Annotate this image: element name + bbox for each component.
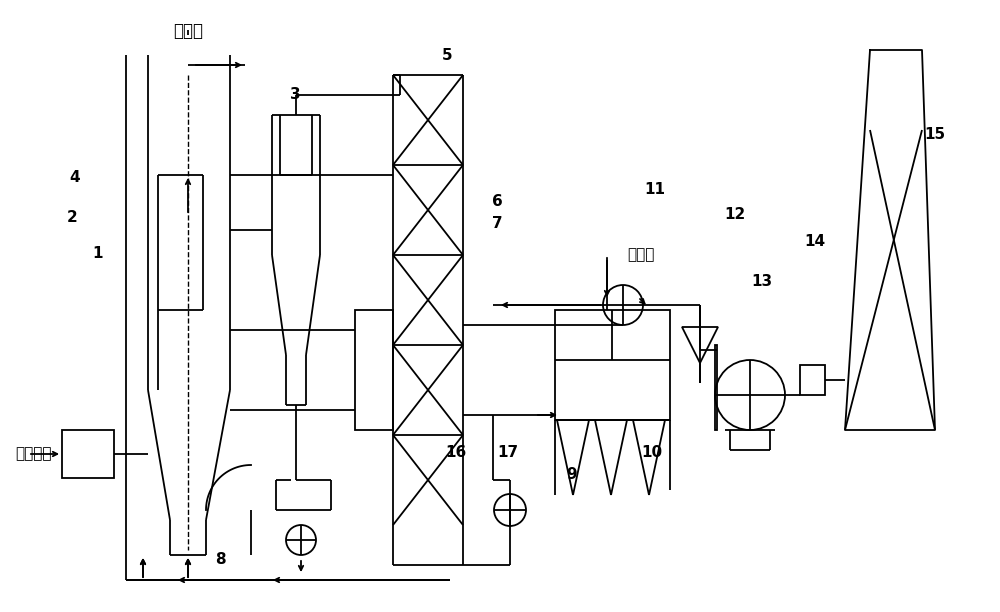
Text: 17: 17 xyxy=(497,446,519,460)
Text: 11: 11 xyxy=(644,182,666,197)
Text: 1: 1 xyxy=(93,247,103,261)
Text: 9: 9 xyxy=(567,467,577,482)
Bar xyxy=(715,345,717,430)
Text: 8: 8 xyxy=(215,553,225,567)
Text: 14: 14 xyxy=(804,234,826,249)
Text: 可燃固废: 可燃固废 xyxy=(15,447,52,461)
Text: 工业水: 工业水 xyxy=(627,247,654,263)
Text: 2: 2 xyxy=(67,210,77,225)
Bar xyxy=(555,310,670,420)
Bar xyxy=(800,365,825,395)
Text: 5: 5 xyxy=(442,48,452,62)
Text: 氨溶液: 氨溶液 xyxy=(173,22,203,40)
Text: 12: 12 xyxy=(724,207,746,222)
Text: 13: 13 xyxy=(751,274,773,289)
Text: 7: 7 xyxy=(492,216,502,231)
Bar xyxy=(62,430,114,478)
Text: 10: 10 xyxy=(641,446,663,460)
Bar xyxy=(355,310,393,430)
Text: 6: 6 xyxy=(492,195,502,209)
Text: 3: 3 xyxy=(290,88,300,102)
Text: 16: 16 xyxy=(445,446,467,460)
Text: 4: 4 xyxy=(70,170,80,185)
Text: 15: 15 xyxy=(924,127,946,142)
